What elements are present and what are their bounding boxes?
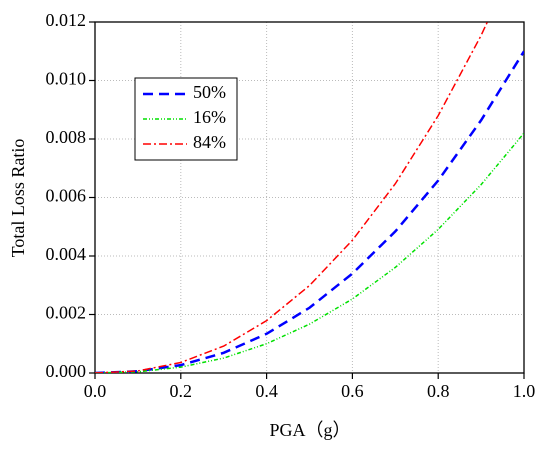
x-tick-label: 0.6 (341, 381, 364, 401)
y-tick-label: 0.002 (46, 303, 87, 323)
y-tick-label: 0.008 (46, 127, 87, 147)
y-tick-label: 0.004 (46, 244, 87, 264)
legend-label: 50% (193, 82, 226, 102)
x-tick-label: 0.8 (427, 381, 450, 401)
line (95, 22, 489, 373)
x-tick-label: 0.2 (170, 381, 193, 401)
y-tick-label: 0.006 (46, 186, 87, 206)
y-tick-label: 0.010 (46, 69, 87, 89)
legend-label: 16% (193, 107, 226, 127)
plot-lines (95, 22, 524, 373)
y-tick-label: 0.012 (46, 10, 87, 30)
legend-label: 84% (193, 132, 226, 152)
x-tick-label: 0.4 (255, 381, 278, 401)
y-tick-label: 0.000 (46, 361, 87, 381)
plot-frame (94, 21, 525, 374)
x-axis-label: PGA（g） (269, 420, 350, 440)
line (95, 50, 524, 373)
y-axis-label: Total Loss Ratio (8, 139, 28, 258)
x-tick-label: 1.0 (513, 381, 536, 401)
line (95, 132, 524, 373)
x-tick-label: 0.0 (84, 381, 107, 401)
